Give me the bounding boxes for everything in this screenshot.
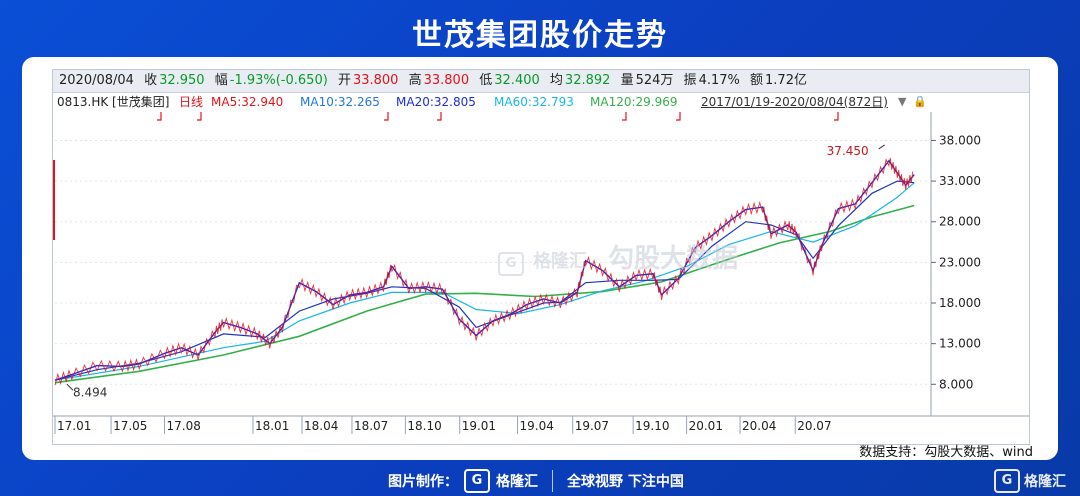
- ma20-label: MA20:32.805: [396, 95, 476, 109]
- annotation-pointer: [878, 144, 885, 150]
- watermark: G 格隆汇 勾股大数据: [498, 238, 738, 276]
- amount-label: 额: [750, 73, 764, 88]
- x-tick-label: 19.10: [635, 419, 669, 433]
- quote-bar: 2020/08/04 收 32.950 幅 -1.93%(-0.650) 开 33.8…: [53, 70, 1029, 93]
- footer-logo-icon: G: [464, 469, 490, 493]
- series-line-ma5: [54, 159, 915, 381]
- watermark-logo-icon: G: [498, 252, 524, 276]
- low-value: 32.400: [494, 73, 540, 88]
- footer-divider: [552, 470, 553, 492]
- low-label: 低: [479, 73, 493, 88]
- avg-value: 32.892: [564, 73, 611, 88]
- x-tick-label: 19.01: [462, 419, 496, 433]
- left-indicator-bar: [53, 160, 55, 240]
- corner-brand: 格隆汇: [1024, 474, 1066, 490]
- x-tick-label: 17.08: [167, 419, 201, 433]
- ma10-label: MA10:32.265: [300, 95, 380, 109]
- event-marker: [157, 112, 162, 121]
- data-source: 数据支持：勾股大数据、wind: [859, 445, 1033, 460]
- footer-corner-brand: G 格隆汇: [994, 469, 1066, 493]
- y-tick-label: 38.000: [939, 133, 981, 147]
- x-tick-label: 20.04: [742, 419, 776, 433]
- x-tick-label: 18.07: [354, 419, 388, 433]
- footer: 图片制作： G 格隆汇 全球视野 下注中国 G 格隆汇: [0, 463, 1080, 496]
- ma-legend: 0813.HK [世茂集团] 日线 MA5:32.940 MA10:32.265…: [53, 93, 1029, 111]
- change-label: 幅: [214, 73, 228, 88]
- stock-chart: 2020/08/04 收 32.950 幅 -1.93%(-0.650) 开 33.8…: [52, 69, 1030, 445]
- x-tick-label: 18.04: [304, 419, 338, 433]
- y-tick-label: 23.000: [939, 255, 981, 269]
- corner-logo-icon: G: [994, 469, 1020, 493]
- dropdown-icon[interactable]: ▼: [898, 95, 907, 108]
- page-title: 世茂集团股价走势: [412, 18, 668, 53]
- watermark-brand: 格隆汇: [533, 251, 588, 272]
- x-tick-label: 19.07: [575, 419, 609, 433]
- range-label[interactable]: 2017/01/19-2020/08/04(872日): [701, 95, 888, 109]
- avg-label: 均: [549, 73, 563, 88]
- close-label: 收: [144, 73, 158, 88]
- event-marker: [834, 112, 839, 121]
- footer-made-by: 图片制作：: [388, 474, 458, 490]
- watermark-text: 勾股大数据: [608, 244, 739, 274]
- footer-brand: 格隆汇: [496, 474, 538, 490]
- ma60-label: MA60:32.793: [494, 95, 574, 109]
- event-marker: [622, 112, 627, 121]
- lock-icon[interactable]: 🔒: [913, 95, 927, 108]
- x-tick-label: 19.04: [520, 419, 554, 433]
- price-line: [54, 157, 914, 386]
- quote-date: 2020/08/04: [59, 73, 134, 88]
- x-tick-label: 17.01: [57, 419, 91, 433]
- event-marker: [197, 112, 202, 121]
- price-plot: 38.000 33.000 28.000 23.000 18.000 13.000 8.00…: [53, 112, 1029, 434]
- high-value: 33.800: [423, 73, 470, 88]
- x-tick-label: 17.05: [113, 419, 147, 433]
- series-line-ma20: [54, 180, 915, 381]
- ma5-label: MA5:32.940: [211, 95, 284, 109]
- annotation-high-label: 37.450: [827, 144, 869, 158]
- y-tick-label: 13.000: [939, 337, 981, 351]
- event-marker: [437, 112, 442, 121]
- amplitude-label: 振: [683, 73, 697, 88]
- period-label[interactable]: 日线: [179, 95, 204, 109]
- y-tick-label: 8.000: [939, 377, 973, 391]
- y-tick-label: 28.000: [939, 215, 981, 229]
- x-tick-label: 20.07: [797, 419, 831, 433]
- annotation-low-label: 8.494: [73, 385, 107, 399]
- open-label: 开: [337, 73, 351, 88]
- annotation-pointer: [66, 383, 74, 391]
- volume-label: 量: [620, 73, 634, 88]
- y-tick-label: 33.000: [939, 174, 981, 188]
- change-value: -1.93%(-0.650): [229, 73, 328, 88]
- open-value: 33.800: [352, 73, 399, 88]
- event-marker: [676, 112, 681, 121]
- ma120-label: MA120:29.969: [590, 95, 678, 109]
- x-tick-label: 20.01: [689, 419, 723, 433]
- close-value: 32.950: [159, 73, 205, 88]
- x-tick-label: 18.01: [255, 419, 289, 433]
- chart-card: 2020/08/04 收 32.950 幅 -1.93%(-0.650) 开 33.8…: [22, 57, 1058, 460]
- event-marker: [384, 112, 389, 121]
- amplitude-value: 4.17%: [698, 73, 740, 88]
- ticker-label: 0813.HK [世茂集团]: [57, 95, 170, 109]
- x-tick-label: 18.10: [407, 419, 441, 433]
- y-tick-label: 18.000: [939, 296, 981, 310]
- volume-value: 524万: [635, 73, 674, 88]
- footer-slogan: 全球视野 下注中国: [567, 474, 684, 490]
- amount-value: 1.72亿: [765, 73, 807, 88]
- high-label: 高: [408, 73, 422, 88]
